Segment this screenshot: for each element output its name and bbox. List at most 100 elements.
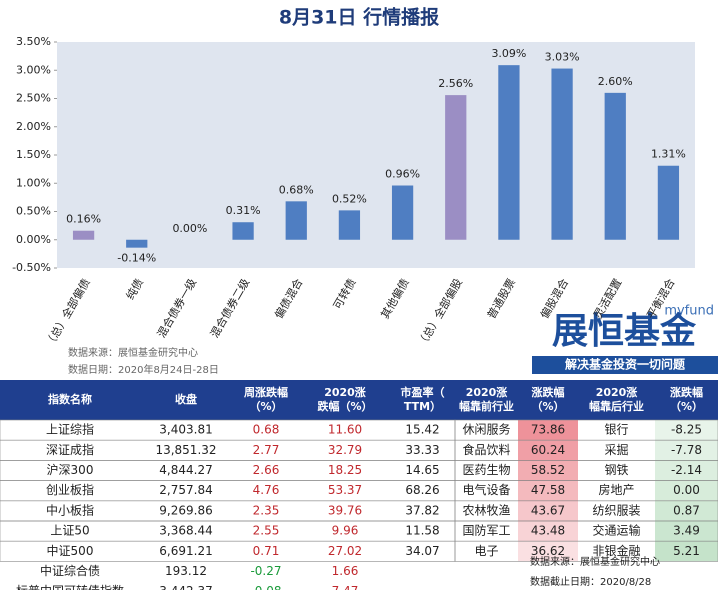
heat-cell	[518, 500, 578, 521]
table-cell: 0.71	[253, 544, 280, 558]
table-cell: 交通运输	[592, 523, 640, 538]
table-cell: 32.79	[328, 443, 362, 457]
y-tick-label: 0.50%	[16, 205, 51, 218]
table-cell: 37.82	[405, 503, 439, 517]
heat-cell	[518, 541, 578, 562]
table-cell: -7.78	[671, 443, 702, 457]
x-tick-label: （总）全部偏股	[414, 276, 465, 350]
table-cell: 中小板指	[46, 502, 94, 517]
table-cell: 上证50	[50, 524, 89, 538]
table-cell: 采掘	[604, 442, 628, 457]
bar	[338, 210, 361, 240]
table-cell: 休闲服务	[462, 422, 510, 437]
value-label: -0.14%	[117, 252, 156, 265]
table-cell: 房地产	[598, 482, 634, 497]
header-cell: 指数名称	[48, 392, 92, 406]
header-cell: 市盈率（ TTM）	[401, 385, 445, 413]
logo-slogan: 解决基金投资一切问题	[565, 357, 686, 372]
bar	[126, 239, 148, 248]
table-cell: 9,269.86	[159, 503, 212, 517]
x-tick-label: 混合债券一级	[154, 276, 199, 340]
table-cell: -0.27	[250, 564, 281, 578]
table-cell: 3.49	[673, 524, 700, 538]
y-tick-label: 3.00%	[16, 63, 51, 76]
x-tick-label: 可转债	[330, 276, 359, 312]
table-cell: 2.55	[253, 524, 280, 538]
y-tick-label: 2.00%	[16, 120, 51, 133]
header-cell: 涨跌幅（%）	[670, 385, 703, 413]
table-cell: 标普中国可转债指数	[16, 583, 124, 590]
table-cell: 中证综合债	[40, 563, 100, 578]
heat-cell	[518, 460, 578, 481]
y-tick-label: 2.50%	[16, 92, 51, 105]
bar	[657, 165, 680, 240]
bar	[498, 65, 520, 240]
table-cell: 非银金融	[592, 543, 640, 558]
y-tick-label: 0.00%	[16, 233, 51, 246]
table-cell: 36.62	[531, 544, 565, 558]
chart-title: 8月31日 行情播报	[279, 6, 439, 29]
table-cell: 27.02	[328, 544, 362, 558]
header-cell: 收盘	[175, 392, 197, 406]
table-cell: 4.76	[253, 483, 280, 497]
table-cell: 银行	[604, 423, 628, 437]
header-cell: 2020涨幅靠前行业	[459, 385, 514, 413]
table-cell: 11.58	[405, 524, 439, 538]
table-cell: 7.47	[332, 584, 359, 590]
heat-cell	[655, 480, 718, 501]
table-cell: 2,757.84	[159, 483, 212, 497]
heat-cell	[518, 440, 578, 461]
x-tick-label: 偏债混合	[271, 276, 305, 321]
tables: 指数名称 收盘 周涨跌幅（%） 2020涨跌幅（%） 市盈率（ TTM） 2020涨幅靠前行…	[0, 380, 718, 590]
logo-banner	[532, 356, 718, 374]
value-label: 1.31%	[651, 148, 686, 161]
heat-cell	[655, 460, 718, 481]
value-label: 2.60%	[598, 75, 633, 88]
x-tick-label: （总）全部偏债	[42, 276, 93, 350]
table-cell: 医药生物	[462, 463, 510, 477]
plot-area	[57, 42, 695, 268]
logo-brand: 展恒基金	[552, 310, 697, 352]
x-tick-label: 纯债	[123, 276, 146, 302]
table-cell: 0.00	[673, 483, 700, 497]
table-cell: -0.08	[250, 584, 281, 590]
row-border	[454, 540, 718, 562]
table-cell: 创业板指	[46, 482, 94, 497]
table-cell: 58.52	[531, 463, 565, 477]
value-label: 0.52%	[332, 192, 367, 205]
source-note: 数据来源：展恒基金研究中心	[68, 346, 198, 359]
y-tick-label: 1.50%	[16, 148, 51, 161]
table-cell: -8.25	[671, 423, 702, 437]
table-cell: 47.58	[531, 483, 565, 497]
table-cell: 43.67	[531, 503, 565, 517]
table-cell: 0.68	[253, 423, 280, 437]
table-cell: 1.66	[332, 564, 359, 578]
bar	[551, 68, 573, 240]
heat-cell	[655, 440, 718, 461]
header-cell: 2020涨幅靠后行业	[589, 385, 644, 413]
header-cell: 2020涨跌幅（%）	[317, 385, 372, 413]
heat-cell	[518, 521, 578, 542]
table-cell: 国防军工	[462, 523, 510, 538]
y-tick-label: -0.50%	[12, 261, 51, 274]
table-cell: 5.21	[673, 544, 700, 558]
footer-source: 数据来源：展恒基金研究中心	[530, 555, 660, 568]
table-cell: 食品饮料	[462, 442, 510, 457]
table-cell: 9.96	[332, 524, 359, 538]
bar	[604, 92, 626, 240]
value-label: 0.16%	[66, 213, 101, 226]
table-cell: 纺织服装	[592, 503, 640, 517]
date-note: 数据日期：2020年8月24日-28日	[68, 363, 219, 376]
x-tick-label: 其他偏债	[378, 276, 412, 321]
table-cell: 0.87	[673, 503, 700, 517]
table-cell: 34.07	[405, 544, 439, 558]
value-label: 3.09%	[491, 47, 526, 60]
table-cell: 18.25	[328, 463, 362, 477]
bar	[391, 185, 414, 240]
y-tick-label: 1.00%	[16, 176, 51, 189]
table-cell: 电气设备	[462, 482, 510, 497]
bar	[72, 230, 95, 240]
table-cell: 68.26	[405, 483, 439, 497]
